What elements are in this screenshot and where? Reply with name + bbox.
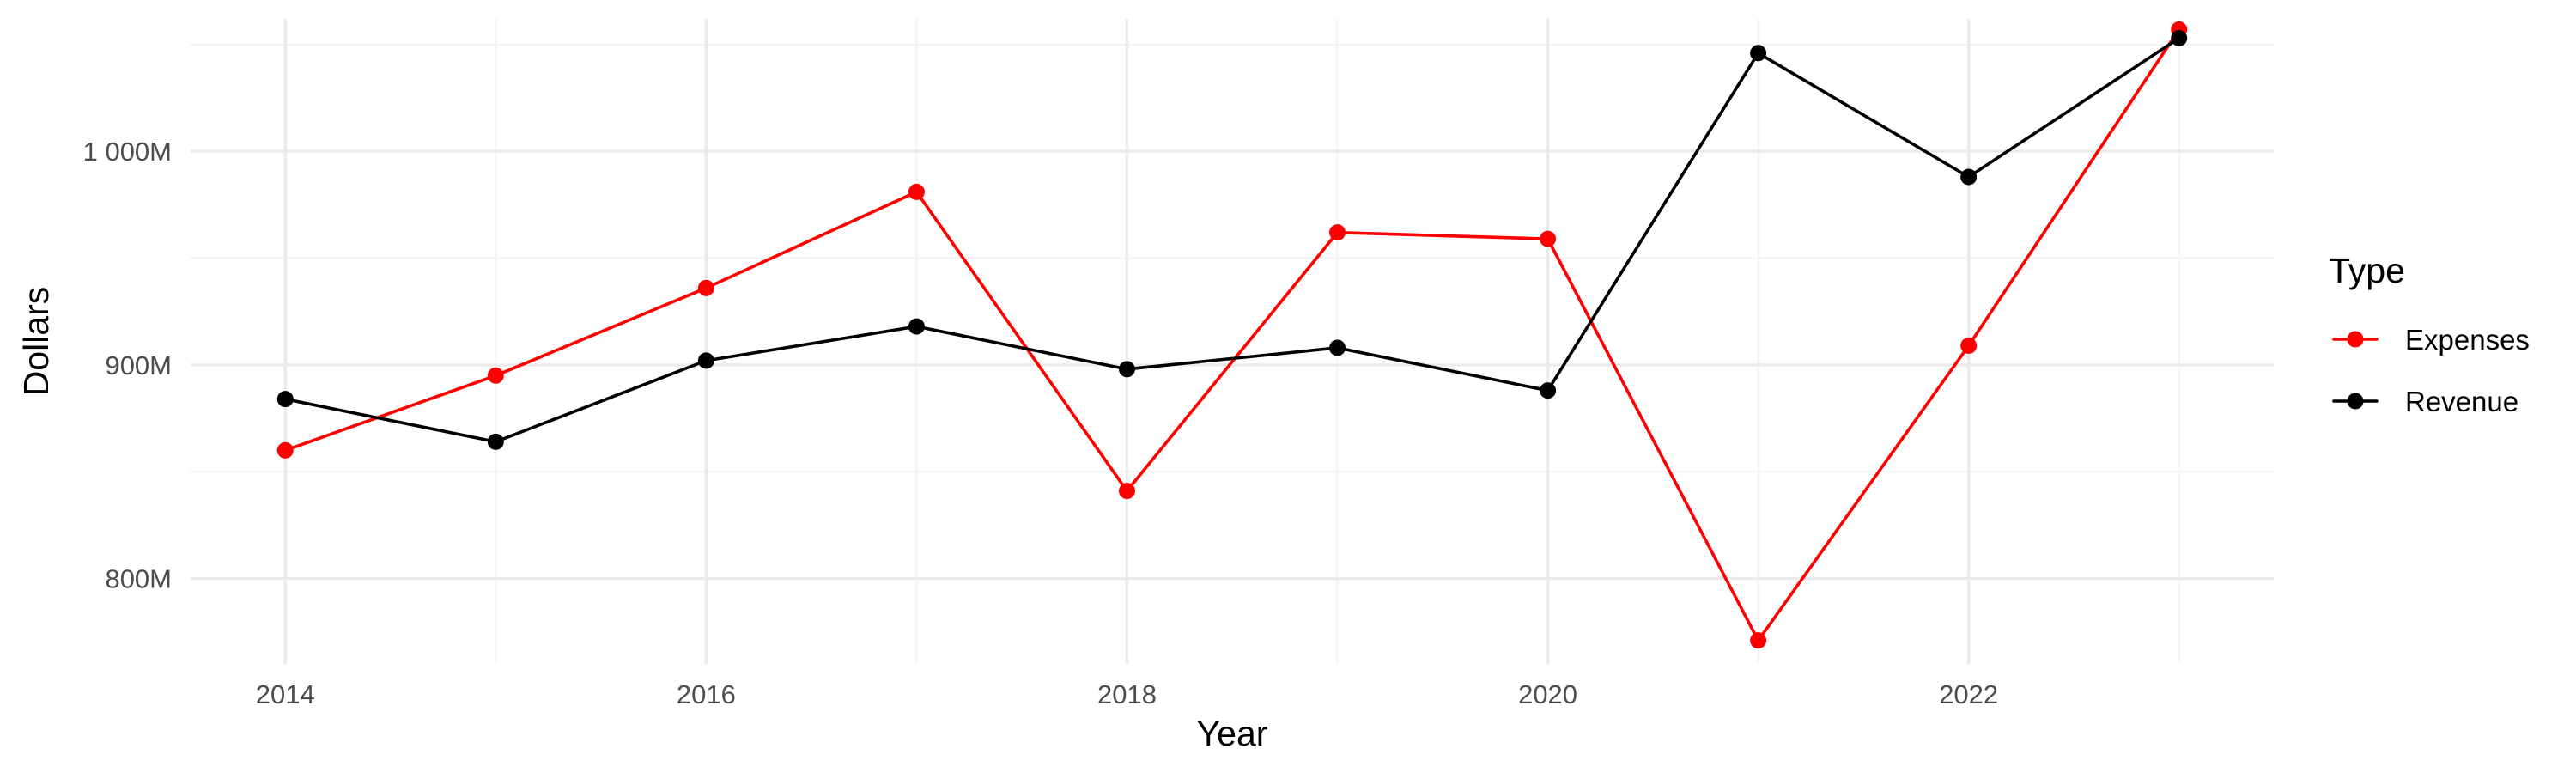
y-axis-title: Dollars bbox=[16, 287, 56, 397]
x-tick-label: 2014 bbox=[256, 679, 315, 709]
legend-point-revenue bbox=[2347, 393, 2364, 410]
legend-label-expenses: Expenses bbox=[2405, 324, 2530, 356]
series-line-expenses bbox=[283, 27, 2181, 642]
x-tick-label: 2020 bbox=[1518, 679, 1577, 709]
data-point-revenue bbox=[1750, 45, 1767, 62]
data-point-expenses bbox=[697, 279, 714, 296]
data-point-expenses bbox=[1750, 632, 1767, 649]
data-point-revenue bbox=[1118, 361, 1135, 378]
legend: Type Expenses Revenue bbox=[2329, 251, 2530, 417]
series-points bbox=[276, 21, 2188, 649]
data-point-expenses bbox=[487, 367, 504, 384]
y-tick-label: 1 000M bbox=[83, 137, 172, 167]
data-point-expenses bbox=[276, 441, 294, 459]
legend-title: Type bbox=[2329, 251, 2405, 290]
y-tick-label: 900M bbox=[105, 350, 172, 380]
series-line-revenue bbox=[283, 36, 2181, 444]
data-point-revenue bbox=[1540, 382, 1557, 399]
data-point-revenue bbox=[697, 352, 714, 369]
series-lines bbox=[283, 27, 2181, 642]
data-point-revenue bbox=[908, 318, 925, 335]
x-tick-label: 2016 bbox=[677, 679, 736, 709]
data-point-revenue bbox=[276, 391, 294, 408]
y-tick-label: 800M bbox=[105, 564, 172, 594]
legend-point-expenses bbox=[2347, 331, 2364, 348]
data-point-expenses bbox=[1118, 483, 1135, 500]
x-tick-label: 2022 bbox=[1939, 679, 1998, 709]
data-point-expenses bbox=[1960, 337, 1978, 354]
grid-layer bbox=[191, 19, 2274, 664]
data-point-expenses bbox=[1329, 224, 1346, 241]
data-point-expenses bbox=[908, 183, 925, 200]
data-point-revenue bbox=[1960, 168, 1978, 186]
x-axis-title: Year bbox=[1197, 714, 1268, 753]
legend-label-revenue: Revenue bbox=[2405, 386, 2518, 417]
data-point-revenue bbox=[2171, 29, 2188, 46]
x-tick-label: 2018 bbox=[1097, 679, 1157, 709]
data-point-revenue bbox=[487, 433, 504, 450]
data-point-expenses bbox=[1540, 230, 1557, 247]
axis-labels: 800M 900M 1 000M 2014 2016 2018 2020 2022 Year Do… bbox=[16, 137, 1998, 753]
data-point-revenue bbox=[1329, 339, 1346, 356]
